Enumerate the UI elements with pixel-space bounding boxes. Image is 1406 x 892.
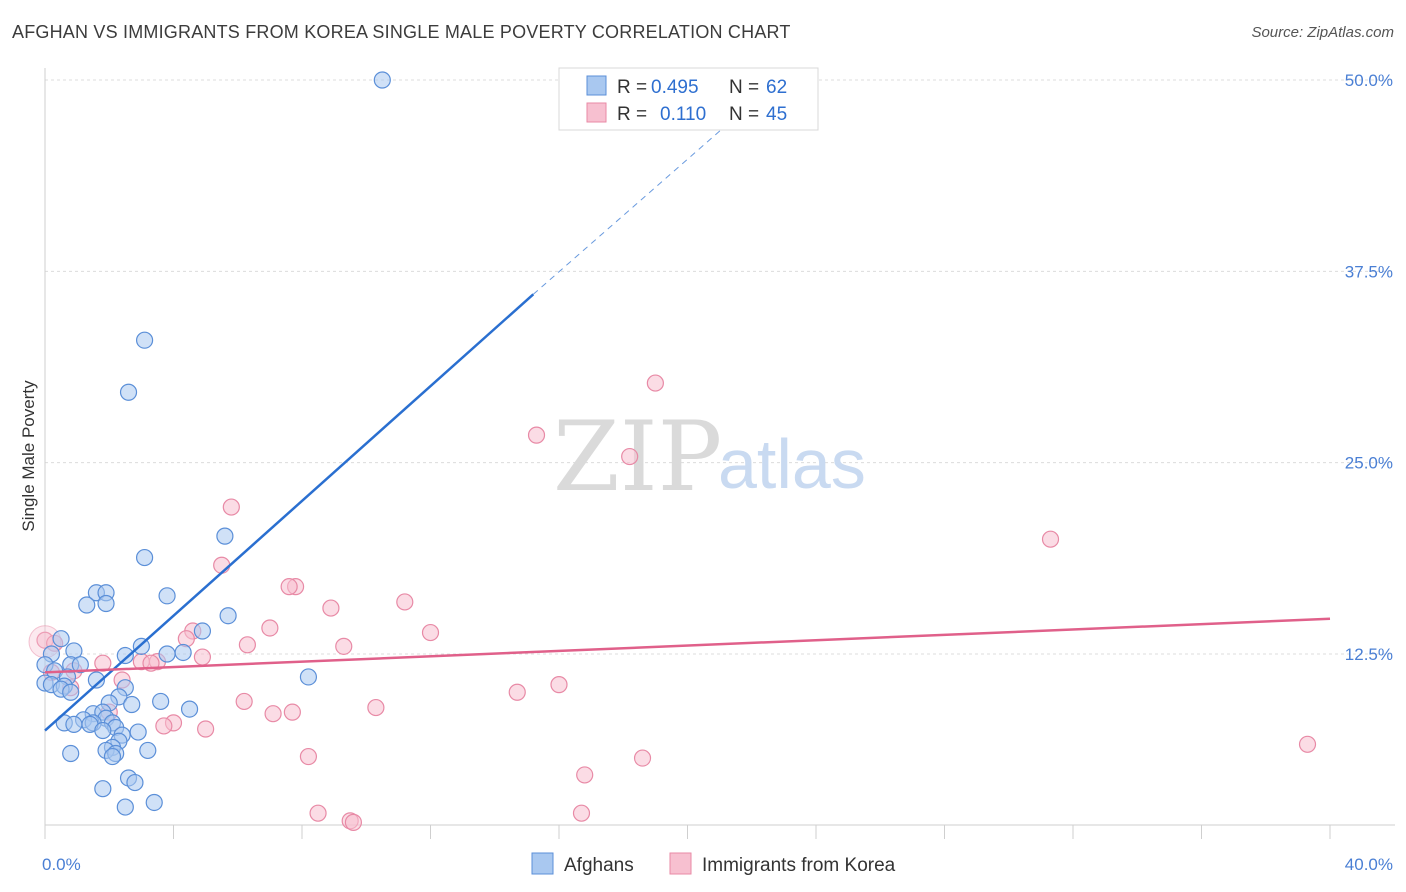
afghans-point [78, 596, 96, 614]
afghans-point [52, 630, 70, 648]
afghans-point [299, 668, 318, 686]
korea-point [280, 578, 298, 596]
korea-point [238, 636, 256, 654]
axes [44, 68, 1395, 839]
afghans-point [158, 645, 176, 663]
y-tick-labels: 12.5% 25.0% 37.5% 50.0% [1345, 71, 1393, 664]
korea-point [261, 619, 279, 637]
afghans-point [373, 71, 391, 89]
legend-swatch-afghans [586, 75, 607, 96]
korea-point [235, 692, 253, 711]
korea-point [213, 556, 231, 574]
korea-point [309, 804, 327, 822]
korea-point [550, 676, 568, 694]
afghans-point [103, 747, 122, 766]
y-axis-label: Single Male Poverty [19, 380, 38, 532]
afghans-points [36, 71, 391, 816]
korea-point [197, 720, 215, 738]
source-label: Source: ZipAtlas.com [1251, 24, 1394, 41]
y-tick-label: 25.0% [1345, 454, 1393, 473]
afghans-point [219, 607, 237, 625]
afghans-point [135, 548, 154, 567]
afghans-point [71, 656, 89, 674]
korea-point [299, 747, 318, 766]
afghans-point [135, 331, 154, 349]
legend-n-label: N = [729, 77, 759, 98]
legend-label-afghans: Afghans [564, 855, 634, 876]
chart-title: AFGHAN VS IMMIGRANTS FROM KOREA SINGLE M… [12, 22, 791, 42]
korea-point [621, 447, 639, 466]
korea-point [322, 599, 340, 617]
korea-point [283, 703, 301, 721]
x-tick-label: 0.0% [42, 855, 81, 874]
korea-point [508, 683, 526, 701]
y-tick-label: 37.5% [1345, 262, 1393, 281]
x-tick-label: 40.0% [1345, 855, 1393, 874]
legend-swatch-korea [669, 852, 692, 875]
afghans-trend-extension [532, 102, 753, 295]
afghans-point [193, 622, 212, 640]
korea-point [633, 749, 652, 767]
legend-n-label: N = [729, 104, 759, 125]
afghans-point [116, 798, 134, 816]
legend-r-label: R = [617, 77, 647, 98]
korea-point [222, 498, 240, 516]
korea-trend-line [44, 617, 1331, 674]
x-tick-labels: 0.0% 40.0% [42, 855, 1393, 874]
afghans-point [94, 780, 112, 798]
watermark-atlas: atlas [718, 425, 866, 503]
afghans-point [119, 383, 138, 401]
afghans-trend-line [44, 293, 535, 732]
korea-point [1298, 735, 1317, 753]
afghans-point [97, 594, 115, 613]
legend-n-value: 62 [766, 77, 787, 98]
korea-point [264, 705, 282, 723]
afghans-point [129, 723, 147, 741]
korea-point [396, 593, 414, 611]
trend-lines [44, 102, 1331, 732]
korea-point [335, 637, 353, 655]
afghans-point [158, 587, 176, 605]
afghans-point [126, 773, 144, 792]
afghans-point [94, 721, 112, 740]
korea-point [344, 813, 362, 831]
korea-point [572, 804, 591, 822]
legend-r-value: 0.495 [651, 77, 699, 98]
korea-point [576, 766, 594, 784]
legend-r-value: 0.110 [660, 104, 706, 125]
korea-point [367, 698, 385, 717]
legend-label-korea: Immigrants from Korea [702, 855, 896, 876]
afghans-point [65, 715, 83, 734]
korea-point [1041, 530, 1060, 548]
afghans-point [216, 527, 234, 545]
legend-n-value: 45 [766, 104, 787, 125]
korea-point [155, 717, 173, 735]
afghans-point [139, 741, 157, 760]
legend-swatch-afghans [531, 852, 554, 875]
afghans-point [87, 671, 106, 689]
afghans-point [145, 793, 163, 812]
afghans-point [174, 643, 192, 662]
korea-point [193, 648, 212, 666]
stats-legend: R = 0.495 N = 62 R = 0.110 N = 45 [558, 67, 819, 131]
grid-lines [45, 79, 1395, 655]
series-legend: Afghans Immigrants from Korea [531, 852, 896, 876]
korea-point [527, 426, 546, 444]
y-tick-label: 50.0% [1345, 71, 1393, 90]
y-tick-label: 12.5% [1345, 645, 1393, 664]
afghans-point [180, 700, 199, 718]
korea-point [646, 374, 664, 392]
afghans-point [152, 692, 170, 711]
korea-point [421, 623, 440, 642]
legend-r-label: R = [617, 104, 647, 125]
legend-swatch-korea [586, 102, 607, 123]
afghans-point [123, 695, 141, 714]
afghans-point [116, 646, 134, 665]
afghans-point [62, 744, 80, 763]
afghans-point [62, 683, 80, 701]
